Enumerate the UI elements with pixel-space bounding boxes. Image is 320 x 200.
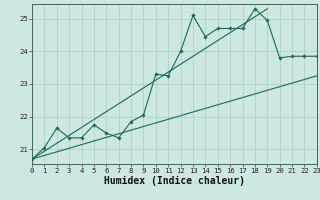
X-axis label: Humidex (Indice chaleur): Humidex (Indice chaleur) <box>104 176 245 186</box>
